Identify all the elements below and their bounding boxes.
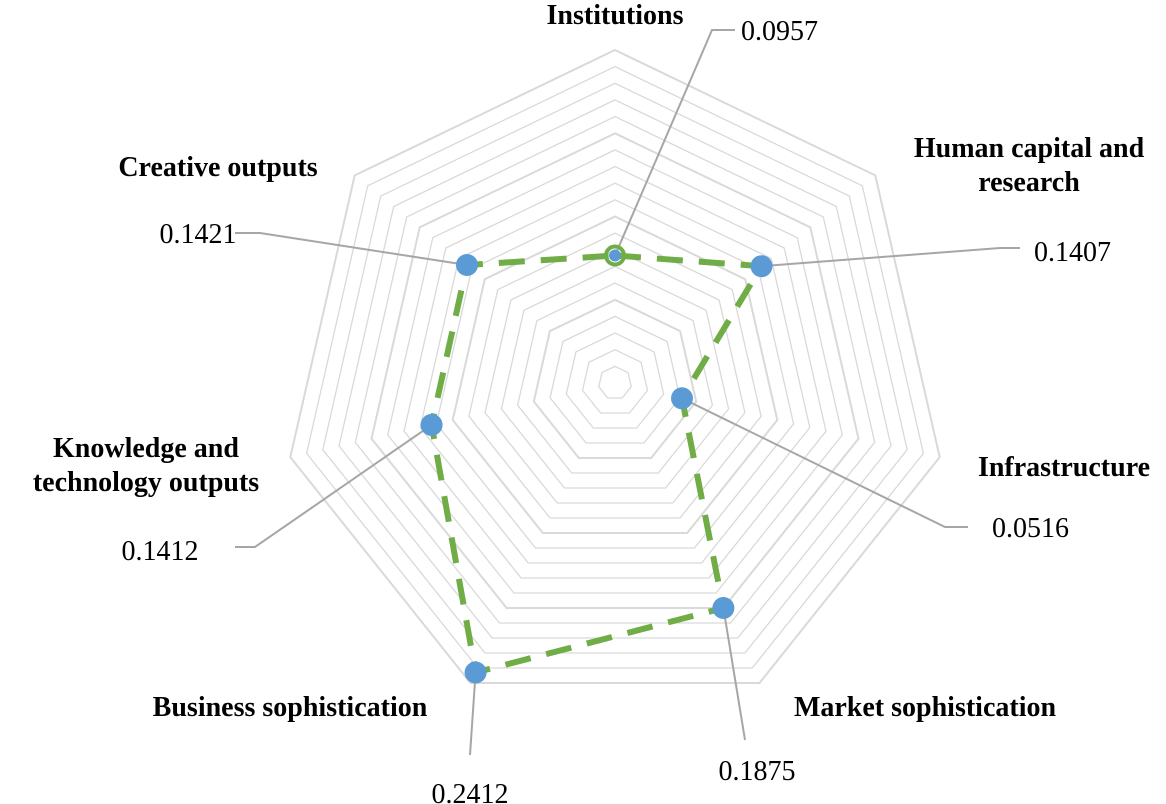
value-label: 0.2412 [432, 779, 509, 804]
category-label-line: Creative outputs [118, 152, 317, 183]
leader-line [722, 607, 746, 741]
category-label-line: research [978, 167, 1080, 198]
leader-line [761, 247, 1020, 268]
data-point-marker [671, 387, 693, 410]
grid-ring [468, 232, 762, 519]
data-point-marker [464, 661, 487, 684]
label-layer: Institutions Human capital and research Inf… [33, 0, 1150, 804]
grid-ring [322, 82, 908, 654]
category-label-line: Infrastructure [978, 452, 1150, 483]
grid-ring [419, 182, 811, 564]
value-label: 0.0516 [992, 513, 1069, 544]
data-point-marker [750, 255, 773, 278]
value-label: 0.1407 [1034, 237, 1111, 268]
grid-ring [403, 165, 827, 579]
category-label: Market sophistication [794, 692, 1057, 723]
grid-ring [370, 132, 860, 609]
radar-grid [289, 48, 941, 684]
leader-line [469, 672, 477, 756]
grid-ring [338, 99, 892, 639]
leader-line [235, 232, 468, 266]
grid-ring [532, 298, 698, 459]
data-point-marker [456, 254, 478, 276]
category-label-line: Market sophistication [794, 692, 1057, 723]
value-label: 0.1412 [122, 536, 199, 567]
series-line [428, 252, 765, 676]
value-label: 0.1421 [160, 219, 237, 250]
category-label: Creative outputs [118, 152, 317, 183]
grid-ring [451, 215, 779, 534]
leader-line [681, 397, 968, 528]
category-label: Business sophistication [153, 692, 428, 723]
category-label: Knowledge and technology outputs [33, 433, 259, 498]
grid-ring [516, 282, 714, 474]
leader-line [614, 29, 735, 256]
category-label: Human capital and research [914, 133, 1145, 198]
grid-ring [435, 199, 795, 549]
grid-ring [289, 48, 941, 684]
data-point-marker [420, 413, 443, 436]
grid-ring [565, 332, 665, 429]
series-layer [420, 244, 773, 684]
grid-ring [549, 315, 681, 444]
category-label-line: Institutions [547, 0, 684, 31]
category-label-line: Knowledge and [53, 433, 239, 464]
grid-ring [500, 265, 730, 489]
category-label-line: Human capital and [914, 133, 1145, 164]
value-label: 0.0957 [741, 16, 818, 47]
category-label: Infrastructure [978, 452, 1150, 483]
data-point-marker [712, 597, 735, 619]
grid-ring [305, 65, 925, 669]
grid-ring [598, 365, 632, 399]
grid-ring [484, 249, 746, 504]
value-label: 0.1875 [719, 756, 796, 787]
leader-lines [235, 29, 1020, 756]
grid-ring [386, 149, 844, 594]
data-point-marker [604, 244, 626, 267]
category-label-line: Business sophistication [153, 692, 428, 723]
category-label: Institutions [547, 0, 684, 31]
data-point-marker-core [609, 249, 621, 262]
grid-ring [581, 348, 649, 414]
leader-line [235, 424, 433, 548]
category-label-line: technology outputs [33, 467, 259, 498]
